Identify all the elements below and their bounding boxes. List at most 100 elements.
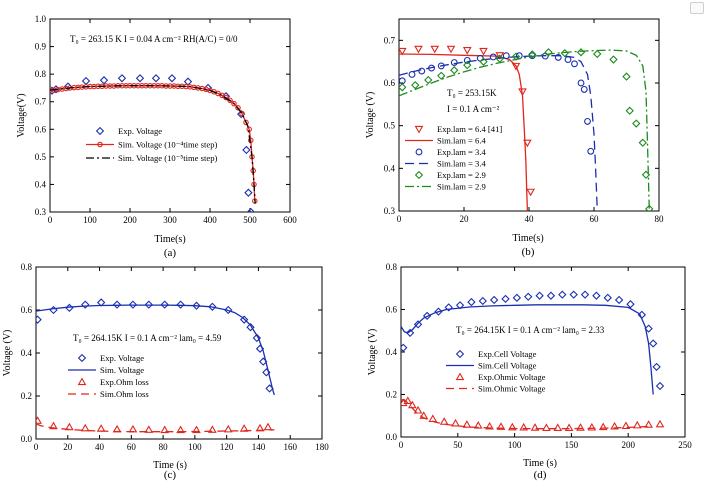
data-point <box>246 207 255 212</box>
data-point <box>546 291 556 300</box>
data-point <box>544 48 553 57</box>
data-point <box>560 48 569 58</box>
data-point <box>160 425 170 434</box>
series-line <box>50 85 256 204</box>
data-point <box>112 300 122 309</box>
plot-frame <box>35 266 323 440</box>
y-axis-label: Voltage (V) <box>2 330 13 377</box>
x-tick-label: 140 <box>252 442 266 452</box>
y-tick-label: 0.5 <box>384 121 396 131</box>
data-point <box>424 75 433 85</box>
x-tick-label: 60 <box>127 442 137 452</box>
data-layer <box>50 74 258 212</box>
data-point <box>237 109 246 119</box>
y-tick-label: 0.4 <box>21 348 33 358</box>
data-point <box>239 110 245 117</box>
data-point <box>160 300 169 309</box>
data-point <box>235 105 241 111</box>
y-tick-label: 0.6 <box>35 124 47 134</box>
x-axis-label: Time (s) <box>153 460 187 471</box>
data-point <box>81 300 90 309</box>
y-tick-label: 0.2 <box>386 390 397 400</box>
x-tick-label: 300 <box>163 215 177 225</box>
y-tick-label: 0.7 <box>35 97 47 107</box>
data-point <box>584 117 591 125</box>
x-tick-label: 0 <box>34 442 39 452</box>
data-point <box>151 74 161 83</box>
data-point <box>263 422 273 431</box>
x-tick-label: 160 <box>283 442 297 452</box>
x-tick-label: 250 <box>678 440 692 450</box>
legend-marker <box>455 349 465 359</box>
data-point <box>535 291 544 300</box>
x-tick-label: 0 <box>399 440 404 450</box>
data-point <box>414 45 423 54</box>
y-tick-label: 0.8 <box>386 262 398 272</box>
panel-label: (c) <box>164 469 177 481</box>
data-point <box>413 405 423 414</box>
series-line <box>399 49 650 211</box>
legend-label: Exp. Voltage <box>118 126 162 136</box>
y-tick-label: 0.5 <box>35 152 47 162</box>
y-axis-label: Voltage (V) <box>365 92 376 139</box>
x-tick-label: 100 <box>83 215 97 225</box>
legend-marker <box>455 372 465 381</box>
data-point <box>564 423 574 431</box>
series-line <box>399 53 529 211</box>
data-point <box>518 88 527 97</box>
data-point <box>243 119 249 126</box>
legend-marker <box>77 353 87 363</box>
y-tick-label: 0.8 <box>35 69 47 79</box>
data-point <box>208 425 217 433</box>
y-tick-label: 0.6 <box>21 305 33 315</box>
x-tick-label: 200 <box>621 440 635 450</box>
data-point <box>451 418 460 427</box>
x-tick-label: 80 <box>159 442 169 452</box>
chart-panel-3: 0 20 40 60 80 100 120 140 160 180 0.0 0.2 0.4 0.6 0.8 T… <box>2 262 329 481</box>
data-point <box>489 53 497 61</box>
data-point <box>621 421 631 430</box>
x-tick-label: 600 <box>283 215 297 225</box>
data-point <box>49 421 58 430</box>
legend-marker <box>97 141 103 148</box>
x-tick-label: 400 <box>203 215 217 225</box>
data-point <box>239 315 249 324</box>
x-tick-label: 500 <box>243 215 257 225</box>
legend-label: Sim. Voltage (10⁻⁵time step) <box>118 153 217 163</box>
x-tick-label: 100 <box>508 440 522 450</box>
x-tick-label: 20 <box>460 214 470 224</box>
y-axis-label: Voltage (V) <box>367 329 378 376</box>
panel-label: (d) <box>534 469 547 481</box>
data-point <box>439 417 449 425</box>
data-point <box>593 49 602 59</box>
data-point <box>446 45 456 54</box>
x-tick-label: 180 <box>315 442 329 452</box>
data-point <box>528 50 537 59</box>
data-point <box>176 425 185 434</box>
data-point <box>610 421 619 430</box>
series-line <box>401 399 651 430</box>
data-point <box>496 422 506 430</box>
data-point <box>223 424 233 433</box>
plot-annotation: T₀ = 264.15K I = 0.1 A cm⁻² lam₀ = 2.33 <box>456 325 605 335</box>
legend-label: Exp.Ohm loss <box>100 377 149 387</box>
data-point <box>576 48 586 57</box>
x-tick-label: 120 <box>220 442 234 452</box>
data-point <box>542 423 551 431</box>
data-point <box>580 85 588 93</box>
data-point <box>463 60 472 70</box>
x-axis-label: Time(s) <box>154 234 185 245</box>
x-tick-label: 0 <box>397 214 402 224</box>
data-point <box>144 425 154 433</box>
data-point <box>242 145 251 155</box>
data-point <box>526 188 535 197</box>
data-point <box>519 422 529 431</box>
data-point <box>413 320 423 329</box>
legend-label: Exp.lam = 2.9 <box>437 170 486 180</box>
data-point <box>632 420 642 429</box>
data-point <box>655 419 665 428</box>
plot-frame <box>400 266 686 438</box>
data-point <box>418 67 426 75</box>
data-point <box>495 52 505 60</box>
series-line <box>401 304 654 395</box>
